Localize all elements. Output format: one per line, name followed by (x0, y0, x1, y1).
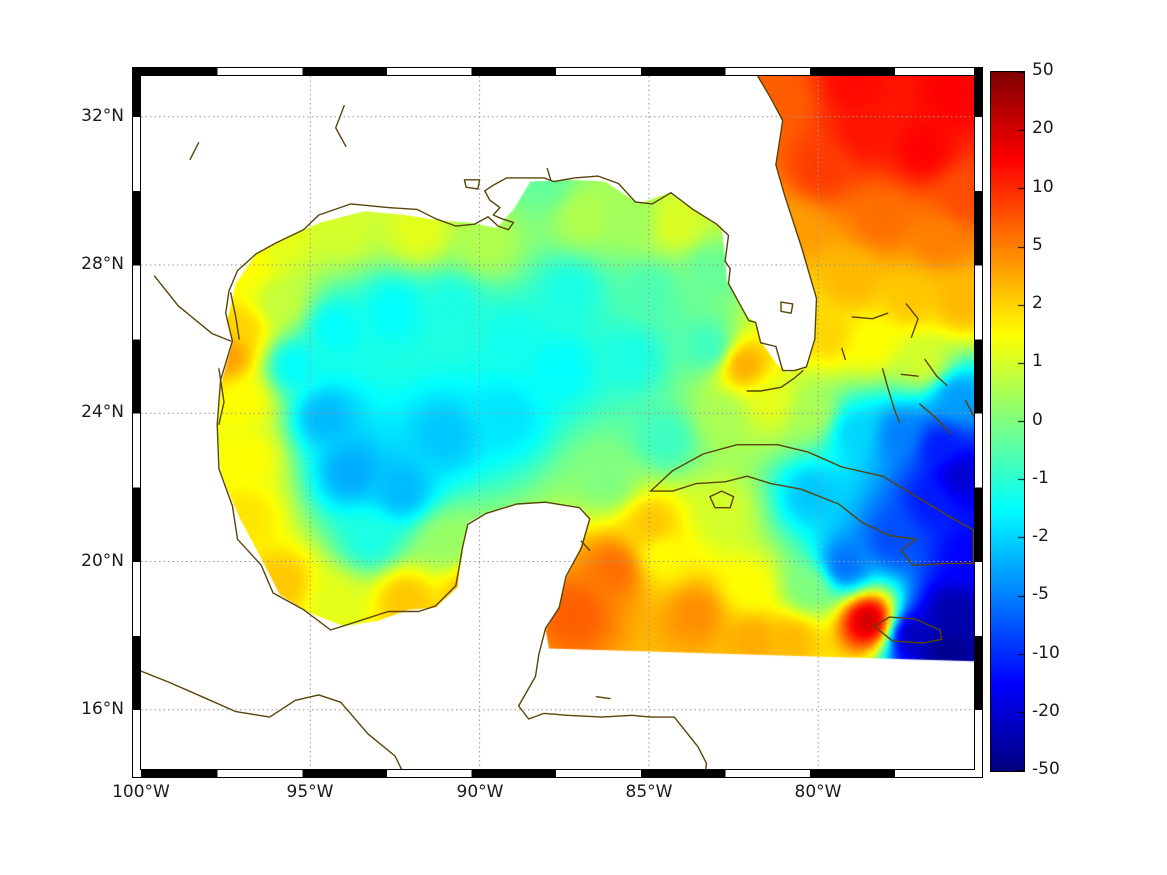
coastline-river-texas-east (335, 104, 347, 148)
y-tick-label: 24°N (81, 402, 124, 422)
coastline-exuma-cays (919, 403, 951, 435)
frame-stripe-top (133, 68, 982, 76)
coastline-eleuthera (924, 358, 948, 387)
x-tick-label: 95°W (286, 782, 334, 802)
colorbar-tick-label: 5 (1032, 235, 1043, 255)
coastline-andros (881, 368, 901, 424)
y-tick-label: 28°N (81, 254, 124, 274)
coastline-bay-islands (595, 696, 611, 700)
coastline-pacific-mexico (141, 670, 403, 769)
colorbar-tick-label: -5 (1032, 584, 1049, 604)
frame-stripe-right (974, 68, 982, 777)
colorbar-tick-label: -50 (1032, 759, 1060, 779)
colorbar-canvas (991, 72, 1024, 771)
x-tick-label: 100°W (112, 782, 170, 802)
map-overlay-svg (141, 76, 974, 769)
frame-stripe-left (133, 68, 141, 777)
coastline-cat-island (964, 399, 974, 418)
coastline-new-providence (900, 373, 919, 377)
colorbar-tick-label: -20 (1032, 701, 1060, 721)
heatmap-canvas (141, 76, 974, 769)
coastline-texas-barrier (230, 292, 240, 340)
colorbar-tick-label: 20 (1032, 118, 1054, 138)
coastline-cuba (649, 444, 974, 566)
colorbar-tick-label: 2 (1032, 293, 1043, 313)
map-plot (140, 75, 975, 770)
y-tick-label: 20°N (81, 551, 124, 571)
coastline-laguna-madre-mx (218, 368, 225, 426)
coastline-rio-grande (153, 275, 232, 342)
coastline-isle-of-youth (709, 490, 735, 509)
coastline-bimini (841, 347, 846, 361)
coastline-florida-keys (746, 369, 804, 392)
colorbar-tick-label: 50 (1032, 60, 1054, 80)
colorbar-tick-label: -10 (1032, 643, 1060, 663)
coastline-river-texas-central (189, 142, 200, 161)
coastline-abaco (905, 303, 919, 338)
y-tick-label: 32°N (81, 106, 124, 126)
coastline-mainland-gulf-atlantic (216, 76, 818, 769)
colorbar-tick-label: -2 (1032, 526, 1049, 546)
coastline-grand-bahama (851, 312, 889, 320)
coastline-cozumel (580, 540, 591, 552)
colorbar-tick-label: 1 (1032, 351, 1043, 371)
coastline-lake-pontchartrain (463, 179, 481, 190)
colorbar-tick-label: 10 (1032, 177, 1054, 197)
colorbar (990, 71, 1025, 772)
x-tick-label: 80°W (794, 782, 842, 802)
frame-stripe-bottom (133, 769, 982, 777)
y-tick-label: 16°N (81, 699, 124, 719)
coastline-mobile-bay (546, 167, 552, 181)
colorbar-tick-label: 0 (1032, 410, 1043, 430)
x-tick-label: 90°W (456, 782, 504, 802)
coastline-lake-okeechobee (780, 301, 794, 314)
map-frame (132, 67, 983, 778)
coastline-jamaica (873, 616, 943, 644)
x-tick-label: 85°W (625, 782, 673, 802)
colorbar-tick-label: -1 (1032, 468, 1049, 488)
